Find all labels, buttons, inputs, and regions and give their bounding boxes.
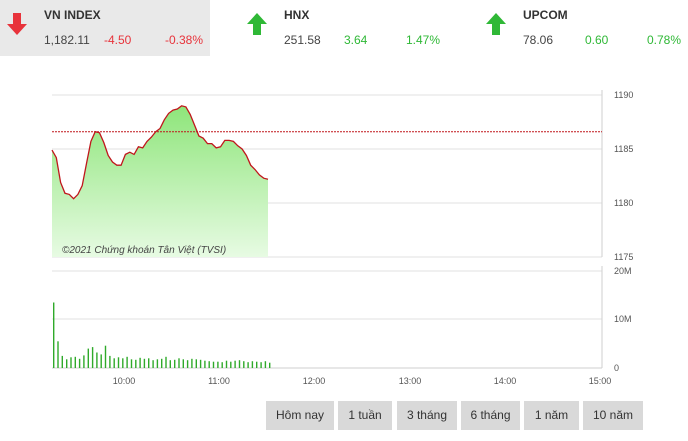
- volume-bar: [269, 362, 271, 368]
- volume-axis-tick: 20M: [614, 266, 632, 276]
- volume-bar: [169, 360, 171, 368]
- ticker-change-percent: -0.38%: [165, 33, 204, 47]
- volume-bar: [70, 357, 72, 368]
- volume-bar: [87, 348, 89, 368]
- ticker-value: 1,182.11: [44, 33, 90, 47]
- arrow-down-icon: [7, 13, 27, 35]
- copyright-text: ©2021 Chứng khoán Tân Việt (TVSI): [62, 245, 226, 256]
- volume-bar: [247, 362, 249, 368]
- volume-bar: [66, 359, 68, 368]
- volume-bar: [53, 302, 55, 368]
- volume-bar: [156, 359, 159, 368]
- time-axis-tick: 11:00: [208, 376, 230, 386]
- ticker-name: HNX: [284, 8, 310, 22]
- volume-axis-tick: 10M: [614, 314, 632, 324]
- time-axis-tick: 10:00: [113, 376, 136, 386]
- volume-bar: [204, 360, 206, 368]
- volume-bar: [243, 361, 245, 368]
- ticker-change: 3.64: [344, 33, 368, 47]
- volume-bar: [264, 361, 267, 368]
- volume-bar: [195, 359, 197, 368]
- price-axis-tick: 1180: [614, 198, 633, 208]
- volume-bar: [256, 361, 258, 368]
- range-button-6-months[interactable]: 6 tháng: [461, 401, 520, 430]
- volume-bar: [126, 356, 128, 368]
- volume-bar: [104, 345, 107, 368]
- volume-bar: [96, 352, 98, 368]
- ticker-change: -4.50: [104, 33, 132, 47]
- volume-bar: [186, 360, 189, 368]
- volume-bar: [61, 355, 63, 368]
- price-axis-tick: 1175: [614, 252, 633, 262]
- range-button-3-months[interactable]: 3 tháng: [397, 401, 457, 430]
- index-ticker-bar: VN INDEX 1,182.11 -4.50 -0.38% HNX 251.5…: [0, 0, 688, 56]
- volume-bar: [251, 361, 254, 368]
- volume-bar: [100, 354, 102, 368]
- ticker-change: 0.60: [585, 33, 609, 47]
- volume-bar: [83, 355, 85, 368]
- volume-bar: [221, 362, 223, 368]
- time-axis-tick: 13:00: [399, 376, 422, 386]
- volume-bar: [139, 357, 141, 368]
- volume-bar: [148, 358, 150, 368]
- volume-bar: [230, 361, 232, 368]
- volume-bar: [109, 355, 111, 368]
- volume-bar: [191, 358, 193, 368]
- price-axis-tick: 1190: [614, 90, 633, 100]
- volume-bar: [182, 359, 184, 368]
- price-line: [51, 105, 269, 200]
- volume-bar: [212, 361, 215, 368]
- time-axis-tick: 15:00: [589, 376, 612, 386]
- volume-bar: [225, 360, 228, 368]
- time-axis-tick: 14:00: [494, 376, 517, 386]
- volume-bar: [122, 358, 124, 368]
- volume-bar: [208, 361, 210, 368]
- arrow-up-icon: [486, 13, 506, 35]
- volume-bar: [199, 359, 202, 368]
- volume-bar: [117, 357, 120, 368]
- ticker-change-percent: 1.47%: [406, 33, 441, 47]
- range-button-1-year[interactable]: 1 năm: [524, 401, 579, 430]
- ticker-vnindex[interactable]: VN INDEX 1,182.11 -4.50 -0.38%: [0, 0, 210, 56]
- volume-bar: [113, 358, 115, 368]
- volume-bar: [178, 358, 180, 368]
- intraday-chart: 1190 1185 1180 1175 20M 10M 0 10:00 11:00 12:00 13…: [51, 90, 633, 386]
- ticker-name: UPCOM: [523, 8, 568, 22]
- volume-panel: [52, 266, 603, 369]
- ticker-value: 78.06: [523, 33, 554, 47]
- volume-bar: [174, 359, 176, 368]
- range-button-1-week[interactable]: 1 tuần: [338, 401, 392, 430]
- volume-axis-tick: 0: [614, 363, 619, 373]
- volume-bar: [161, 358, 163, 368]
- volume-bar: [57, 341, 59, 368]
- range-button-today[interactable]: Hôm nay: [266, 401, 334, 430]
- ticker-upcom[interactable]: UPCOM 78.06 0.60 0.78%: [479, 0, 688, 56]
- volume-bar: [238, 360, 241, 368]
- price-axis-tick: 1185: [614, 144, 633, 154]
- price-area: [52, 105, 268, 257]
- volume-bar: [234, 360, 236, 368]
- volume-bar: [152, 360, 154, 368]
- ticker-change-percent: 0.78%: [647, 33, 682, 47]
- volume-bar: [135, 359, 137, 368]
- volume-bar: [74, 356, 76, 368]
- range-button-10-years[interactable]: 10 năm: [583, 401, 643, 430]
- volume-bar: [260, 362, 262, 368]
- volume-bar: [143, 358, 146, 368]
- volume-bar: [78, 358, 81, 368]
- volume-bar: [130, 359, 133, 368]
- volume-bar: [217, 361, 219, 368]
- volume-bar: [165, 356, 167, 368]
- time-axis-tick: 12:00: [303, 376, 326, 386]
- arrow-up-icon: [247, 13, 267, 35]
- volume-bar: [91, 347, 94, 368]
- ticker-value: 251.58: [284, 33, 321, 47]
- ticker-hnx[interactable]: HNX 251.58 3.64 1.47%: [240, 0, 450, 56]
- ticker-name: VN INDEX: [44, 8, 101, 22]
